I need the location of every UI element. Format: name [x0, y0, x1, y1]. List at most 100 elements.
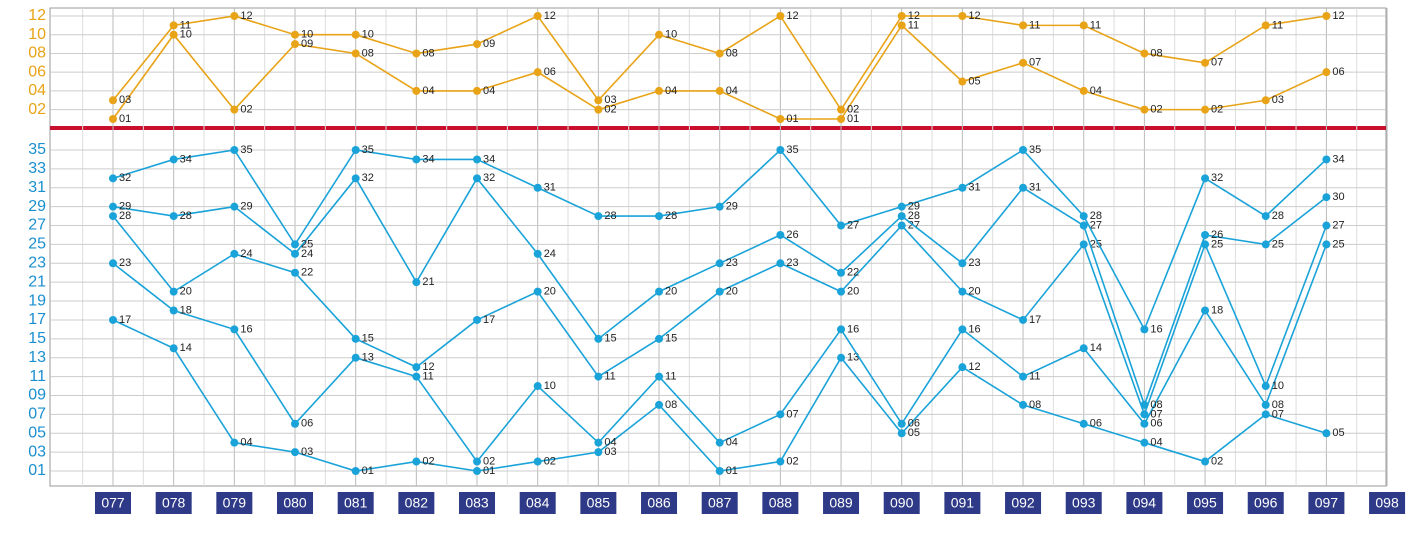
value-label: 34 — [422, 153, 434, 165]
value-label: 04 — [726, 437, 738, 449]
point — [109, 212, 117, 221]
value-label: 32 — [362, 172, 374, 184]
value-label: 08 — [422, 47, 434, 59]
x-tick-label: 095 — [1193, 495, 1217, 511]
category-box — [1369, 492, 1406, 514]
point — [1019, 400, 1028, 409]
point — [1019, 21, 1028, 30]
x-tick-label: 086 — [647, 495, 671, 511]
value-label: 08 — [665, 399, 677, 411]
value-label: 07 — [1272, 408, 1284, 420]
point — [655, 372, 664, 381]
value-label: 02 — [1211, 104, 1223, 116]
value-label: 03 — [301, 446, 313, 458]
point — [837, 115, 846, 123]
category-box — [216, 492, 253, 514]
point — [1322, 193, 1331, 202]
value-label: 12 — [422, 361, 434, 373]
value-label: 12 — [968, 361, 980, 373]
point — [1261, 382, 1270, 391]
category-box — [1126, 492, 1163, 514]
value-label: 09 — [301, 38, 313, 50]
value-label: 29 — [908, 201, 920, 213]
value-label: 15 — [362, 333, 374, 345]
value-label: 18 — [180, 304, 192, 316]
x-tick-label: 094 — [1133, 495, 1157, 511]
value-label: 10 — [362, 29, 374, 41]
point — [594, 372, 603, 381]
point — [1261, 410, 1270, 419]
point — [169, 344, 178, 353]
point — [533, 382, 542, 391]
value-label: 11 — [665, 370, 676, 382]
point — [1201, 230, 1210, 239]
value-label: 26 — [1211, 229, 1223, 241]
point — [897, 21, 906, 30]
value-label: 16 — [240, 323, 252, 335]
value-label: 17 — [1029, 314, 1041, 326]
value-label: 22 — [301, 267, 313, 279]
point — [958, 259, 967, 268]
value-label: 12 — [544, 10, 556, 22]
point — [594, 448, 603, 457]
point — [1079, 344, 1088, 353]
category-box — [1247, 492, 1284, 514]
value-label: 03 — [1272, 94, 1284, 106]
value-label: 16 — [1150, 323, 1162, 335]
point — [655, 334, 664, 343]
value-label: 15 — [604, 333, 616, 345]
point — [412, 49, 421, 58]
value-label: 02 — [422, 455, 434, 467]
point — [958, 363, 967, 372]
value-label: 02 — [604, 104, 616, 116]
value-label: 16 — [847, 323, 859, 335]
value-label: 13 — [362, 352, 374, 364]
point — [1201, 174, 1210, 183]
point — [351, 467, 360, 475]
value-label: 26 — [786, 229, 798, 241]
x-tick-label: 084 — [526, 495, 550, 511]
point — [473, 315, 482, 324]
value-label: 29 — [726, 201, 738, 213]
value-label: 20 — [665, 286, 677, 298]
point — [109, 174, 117, 183]
point — [230, 249, 239, 258]
point — [351, 334, 360, 343]
point — [655, 30, 664, 39]
value-label: 28 — [1272, 210, 1284, 222]
point — [776, 259, 785, 268]
point — [473, 457, 482, 466]
point — [715, 86, 724, 95]
point — [1079, 240, 1088, 249]
x-tick-label: 083 — [465, 495, 489, 511]
point — [1019, 146, 1028, 154]
point — [169, 30, 178, 39]
value-label: 31 — [544, 182, 556, 194]
point — [412, 372, 421, 381]
y-tick-label: 10 — [28, 26, 46, 43]
point — [1201, 457, 1210, 466]
value-label: 01 — [726, 465, 738, 477]
value-label: 08 — [1150, 47, 1162, 59]
value-label: 04 — [604, 437, 616, 449]
point — [412, 457, 421, 466]
x-tick-label: 093 — [1072, 495, 1096, 511]
point — [715, 467, 724, 475]
point — [351, 146, 360, 154]
y-tick-label: 15 — [28, 330, 46, 347]
point — [958, 12, 967, 20]
category-box — [459, 492, 496, 514]
value-label: 10 — [665, 29, 677, 41]
category-box — [1187, 492, 1224, 514]
point — [897, 429, 906, 438]
point — [230, 12, 239, 20]
category-box — [155, 492, 192, 514]
category-box — [337, 492, 374, 514]
point — [230, 105, 239, 114]
x-tick-label: 078 — [162, 495, 186, 511]
point — [230, 325, 239, 334]
category-box — [277, 492, 314, 514]
point — [169, 306, 178, 315]
point — [837, 105, 846, 114]
y-tick-label: 05 — [28, 424, 46, 441]
